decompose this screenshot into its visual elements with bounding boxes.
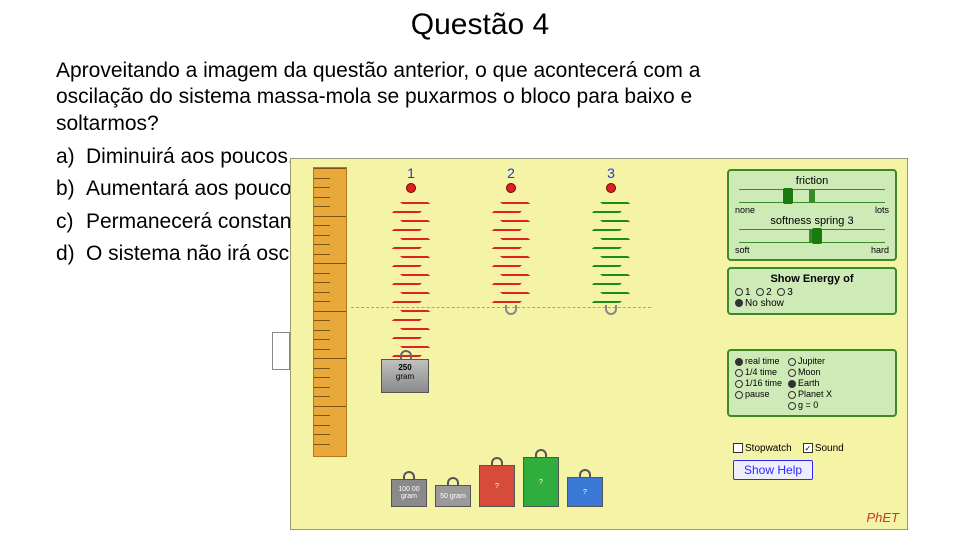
bottom-controls: Stopwatch ✓Sound Show Help — [727, 439, 897, 484]
stopwatch-label: Stopwatch — [745, 443, 792, 454]
option-text: Aumentará aos poucos. — [86, 173, 308, 206]
slider-min: none — [735, 205, 755, 215]
softness-slider[interactable] — [739, 229, 885, 243]
radio-option[interactable]: real time — [735, 356, 782, 366]
time-options: real time1/4 time1/16 timepause — [735, 355, 782, 411]
floor-mass[interactable]: ? — [523, 449, 559, 507]
hook-icon — [400, 350, 412, 360]
friction-label: friction — [735, 175, 889, 187]
peg-icon — [606, 183, 616, 193]
radio-option[interactable]: g = 0 — [788, 400, 832, 410]
peg-icon — [406, 183, 416, 193]
friction-panel: friction none lots softness spring 3 sof… — [727, 169, 897, 261]
hanging-mass[interactable]: 250 gram — [381, 359, 429, 393]
floor-mass[interactable]: ? — [567, 469, 603, 507]
radio-option[interactable]: Jupiter — [788, 356, 832, 366]
slider-nub[interactable] — [783, 188, 793, 204]
gravity-options: JupiterMoonEarthPlanet Xg = 0 — [788, 355, 832, 411]
peg-icon — [506, 183, 516, 193]
radio-label: No show — [745, 298, 784, 309]
radio-icon[interactable] — [756, 288, 764, 296]
slider-nub[interactable] — [812, 228, 822, 244]
radio-option[interactable]: 1/4 time — [735, 367, 782, 377]
option-letter: c) — [56, 206, 86, 239]
option-letter: a) — [56, 141, 86, 174]
spring-2[interactable]: 2 — [491, 165, 531, 315]
radio-label: 3 — [787, 287, 793, 298]
spring-label: 1 — [391, 165, 431, 181]
energy-options: 1 2 3 — [735, 287, 889, 298]
spring-label: 2 — [491, 165, 531, 181]
radio-icon[interactable] — [735, 299, 743, 307]
sound-label: Sound — [815, 443, 844, 454]
option-letter: d) — [56, 238, 86, 271]
mass-value: 250 — [398, 363, 411, 372]
radio-option[interactable]: 1/16 time — [735, 378, 782, 388]
phet-branding: PhET — [866, 510, 899, 525]
option-text: Permanecerá constante. — [86, 206, 315, 239]
slider-min: soft — [735, 245, 750, 255]
friction-slider[interactable] — [739, 189, 885, 203]
spring-label: 3 — [591, 165, 631, 181]
mass-unit: gram — [396, 372, 414, 381]
question-prompt: Aproveitando a imagem da questão anterio… — [0, 42, 820, 137]
spring-3[interactable]: 3 — [591, 165, 631, 315]
spring-1[interactable]: 1 — [391, 165, 431, 357]
radio-option[interactable]: Moon — [788, 367, 832, 377]
softness-label: softness spring 3 — [735, 215, 889, 227]
radio-icon[interactable] — [735, 288, 743, 296]
checkbox-icon[interactable]: ✓ — [803, 443, 813, 453]
hook-icon — [605, 305, 617, 315]
energy-noshow[interactable]: No show — [735, 298, 889, 309]
energy-panel: Show Energy of 1 2 3 No show — [727, 267, 897, 315]
floor-mass[interactable]: 100 00 gram — [391, 471, 427, 507]
floor-mass[interactable]: ? — [479, 457, 515, 507]
radio-option[interactable]: Planet X — [788, 389, 832, 399]
show-help-button[interactable]: Show Help — [733, 460, 813, 480]
dock-widget — [272, 332, 290, 370]
radio-option[interactable]: Earth — [788, 378, 832, 388]
floor-mass[interactable]: 50 gram — [435, 477, 471, 507]
option-text: O sistema não irá oscilar. — [86, 238, 322, 271]
energy-title: Show Energy of — [735, 273, 889, 285]
slider-max: hard — [871, 245, 889, 255]
radio-label: 1 — [745, 287, 751, 298]
slider-max: lots — [875, 205, 889, 215]
page-title: Questão 4 — [0, 0, 960, 42]
floor-masses: 100 00 gram 50 gram??? — [391, 447, 603, 507]
radio-option[interactable]: pause — [735, 389, 782, 399]
env-panel: real time1/4 time1/16 timepause JupiterM… — [727, 349, 897, 417]
option-letter: b) — [56, 173, 86, 206]
checkbox-icon[interactable] — [733, 443, 743, 453]
phet-sim: 1 2 3 250 gram 100 00 gram 50 gram??? fri… — [290, 158, 908, 530]
radio-label: 2 — [766, 287, 772, 298]
option-text: Diminuirá aos poucos. — [86, 141, 294, 174]
hook-icon — [505, 305, 517, 315]
radio-icon[interactable] — [777, 288, 785, 296]
ruler[interactable] — [313, 167, 347, 457]
